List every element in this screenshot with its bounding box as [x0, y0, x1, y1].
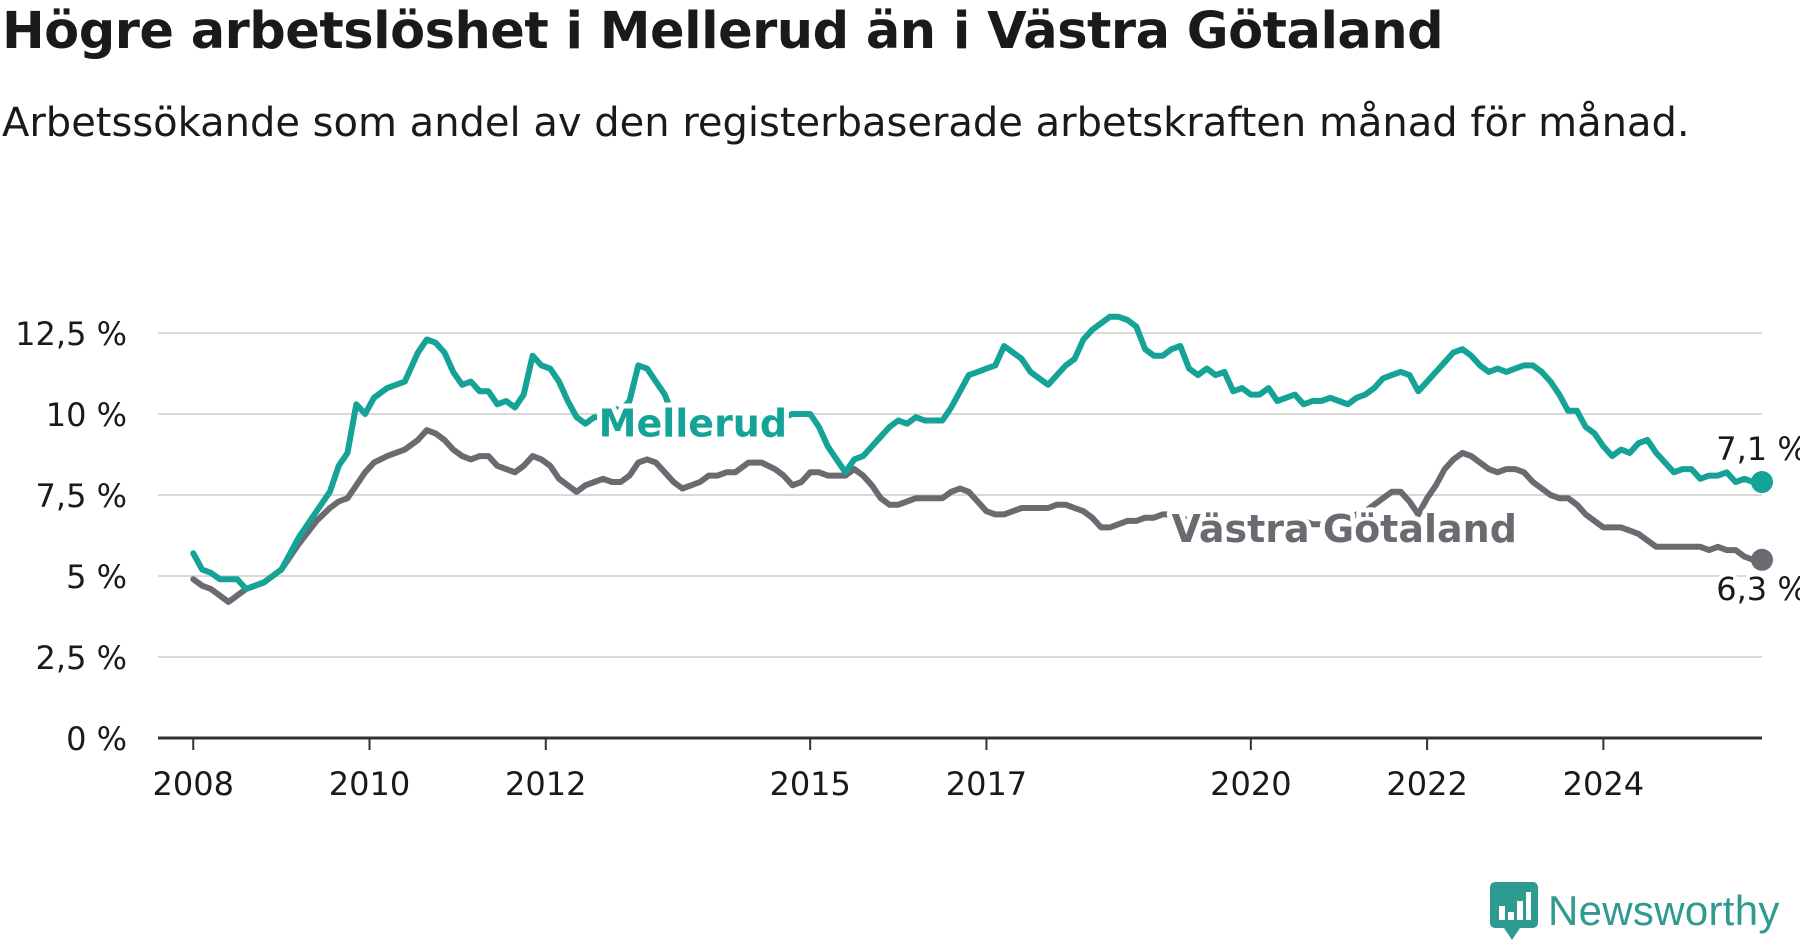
x-tick-label: 2017 — [946, 765, 1027, 803]
series-line-vastra-gotaland — [190, 427, 1765, 605]
gridlines — [158, 332, 1762, 658]
newsworthy-logo-icon — [1490, 882, 1538, 940]
x-tick-label: 2020 — [1210, 765, 1291, 803]
x-tick-label: 2015 — [769, 765, 850, 803]
y-tick-label: 5 % — [66, 558, 127, 596]
x-tick-label: 2010 — [329, 765, 410, 803]
series-line-mellerud — [190, 313, 1765, 592]
chart-title: Högre arbetslöshet i Mellerud än i Västr… — [2, 2, 1444, 61]
brand-name: Newsworthy — [1548, 887, 1780, 934]
series-name-label: Mellerud — [599, 402, 787, 446]
series-end-point — [1751, 471, 1773, 494]
y-tick-label: 10 % — [46, 396, 127, 434]
series-labels: 7,1 % 6,3 % Mellerud Västra Götaland — [594, 397, 1800, 612]
y-tick-label: 0 % — [66, 720, 127, 758]
x-tick-label: 2022 — [1386, 765, 1467, 803]
series-name-label: Västra Götaland — [1172, 507, 1517, 551]
x-tick-label: 2024 — [1563, 765, 1644, 803]
y-tick-label: 2,5 % — [36, 639, 127, 677]
x-tick-label: 2008 — [153, 765, 234, 803]
chart-subtitle: Arbetssökande som andel av den registerb… — [2, 100, 1690, 146]
series-lines — [190, 313, 1765, 605]
y-axis-ticks: 0 % 2,5 % 5 % 7,5 % 10 % 12,5 % — [15, 315, 127, 758]
series-end-point — [1751, 548, 1773, 571]
y-tick-label: 12,5 % — [15, 315, 127, 353]
line-chart: 0 %2,5 %5 %7,5 %10 %12,5 % 2008 2010 2012 2… — [15, 313, 1800, 803]
brand-logo: Newsworthy — [1490, 882, 1780, 940]
x-axis: 2008 2010 2012 2015 2017 2020 2022 2024 — [153, 736, 1762, 803]
series-end-label: 7,1 % — [1716, 430, 1800, 468]
y-tick-label: 7,5 % — [36, 477, 127, 515]
x-tick-label: 2012 — [505, 765, 586, 803]
series-end-label: 6,3 % — [1716, 570, 1800, 608]
